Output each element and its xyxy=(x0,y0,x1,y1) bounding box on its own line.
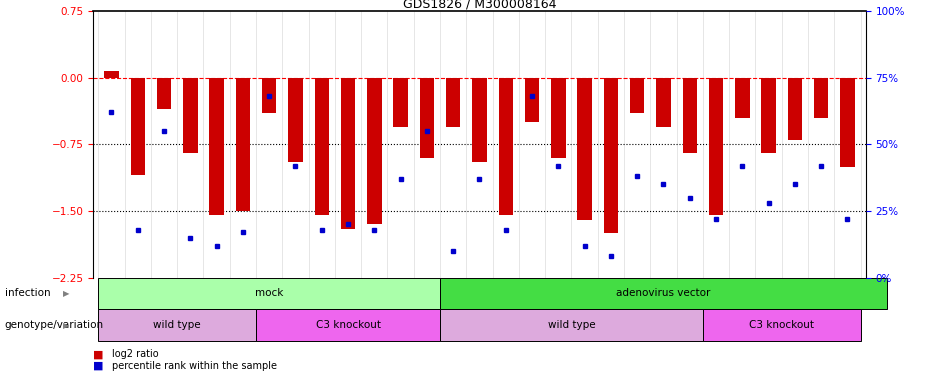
Bar xyxy=(577,78,592,220)
Bar xyxy=(99,309,256,341)
Text: genotype/variation: genotype/variation xyxy=(5,320,103,330)
Text: ▶: ▶ xyxy=(63,321,70,330)
Bar xyxy=(814,78,829,118)
Bar xyxy=(656,78,670,127)
Bar xyxy=(183,78,197,153)
Text: percentile rank within the sample: percentile rank within the sample xyxy=(112,361,277,370)
Bar xyxy=(551,78,565,158)
Bar xyxy=(446,78,461,127)
Bar xyxy=(762,78,776,153)
Text: mock: mock xyxy=(255,288,283,298)
Text: adenovirus vector: adenovirus vector xyxy=(616,288,710,298)
Bar xyxy=(735,78,749,118)
Text: ▶: ▶ xyxy=(63,289,70,298)
Bar xyxy=(703,309,860,341)
Bar xyxy=(525,78,539,122)
Bar xyxy=(630,78,644,113)
Title: GDS1826 / M300008164: GDS1826 / M300008164 xyxy=(403,0,556,10)
Bar xyxy=(315,78,329,215)
Bar xyxy=(367,78,382,224)
Bar xyxy=(603,78,618,233)
Bar xyxy=(394,78,408,127)
Bar xyxy=(156,78,171,109)
Text: C3 knockout: C3 knockout xyxy=(316,320,381,330)
Text: C3 knockout: C3 knockout xyxy=(749,320,815,330)
Bar xyxy=(104,71,119,78)
Bar xyxy=(498,78,513,215)
Bar xyxy=(262,78,277,113)
Text: infection: infection xyxy=(5,288,50,298)
Bar xyxy=(256,309,440,341)
Text: wild type: wild type xyxy=(547,320,595,330)
Bar xyxy=(236,78,250,211)
Bar xyxy=(708,78,723,215)
Bar xyxy=(420,78,434,158)
Bar xyxy=(840,78,855,166)
Bar xyxy=(440,309,703,341)
Bar xyxy=(440,278,887,309)
Text: ■: ■ xyxy=(93,361,103,370)
Bar xyxy=(682,78,697,153)
Bar xyxy=(130,78,145,176)
Bar xyxy=(99,278,440,309)
Text: ■: ■ xyxy=(93,350,103,359)
Text: log2 ratio: log2 ratio xyxy=(112,350,158,359)
Bar xyxy=(472,78,487,162)
Bar xyxy=(209,78,223,215)
Bar xyxy=(289,78,303,162)
Bar xyxy=(341,78,356,229)
Bar xyxy=(788,78,803,140)
Text: wild type: wild type xyxy=(154,320,201,330)
